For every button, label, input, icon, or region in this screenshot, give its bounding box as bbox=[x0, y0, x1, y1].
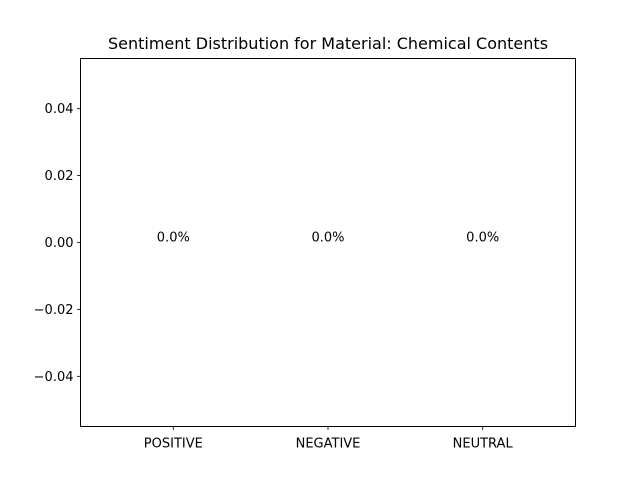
y-tick-label: −0.04 bbox=[34, 370, 74, 385]
data-label: 0.0% bbox=[311, 231, 344, 246]
chart-title: Sentiment Distribution for Material: Che… bbox=[108, 34, 548, 53]
data-label: 0.0% bbox=[157, 231, 190, 246]
plot-area: 0.04 0.02 0.00 −0.02 −0.04 POSITIVE 0.0% NEGATI… bbox=[34, 102, 514, 451]
x-tick-label: NEGATIVE bbox=[296, 437, 361, 452]
data-label: 0.0% bbox=[466, 231, 499, 246]
plot-frame bbox=[80, 58, 576, 427]
x-tick-label: NEUTRAL bbox=[453, 437, 514, 452]
x-tick-label: POSITIVE bbox=[144, 437, 203, 452]
y-tick-label: 0.00 bbox=[45, 236, 74, 251]
y-tick-label: −0.02 bbox=[34, 303, 74, 318]
y-tick-label: 0.02 bbox=[45, 169, 74, 184]
y-tick-label: 0.04 bbox=[45, 102, 74, 117]
